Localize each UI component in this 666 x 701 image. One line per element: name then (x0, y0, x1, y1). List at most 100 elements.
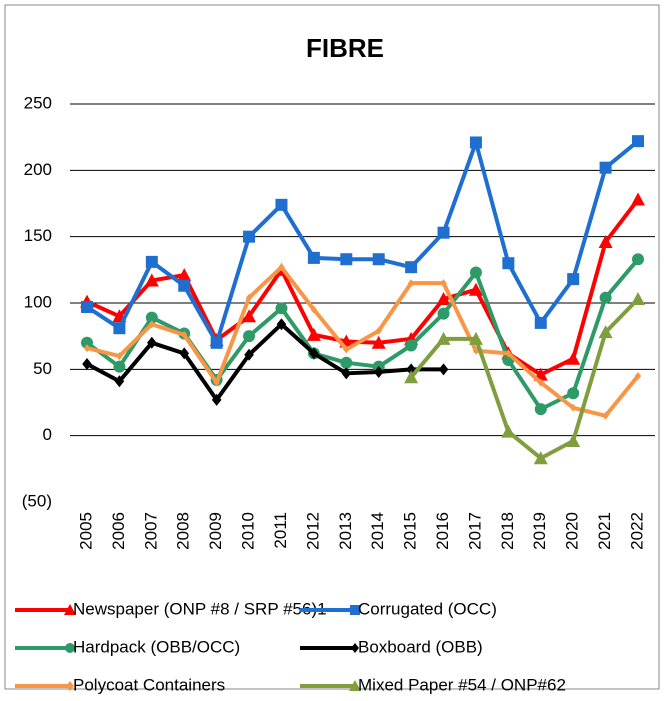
x-tick-label: 2017 (465, 512, 484, 550)
chart-title: FIBRE (306, 33, 384, 63)
marker (341, 367, 352, 380)
marker (468, 331, 483, 345)
marker (505, 349, 512, 358)
marker (468, 282, 483, 296)
marker (114, 375, 125, 388)
marker (349, 680, 361, 691)
marker (307, 251, 320, 264)
marker (469, 136, 482, 149)
marker (350, 605, 360, 615)
marker (81, 336, 93, 349)
marker (211, 393, 222, 406)
marker (343, 345, 350, 354)
marker (632, 135, 644, 148)
legend-label: Hardpack (OBB/OCC) (73, 637, 240, 656)
x-tick-label: 2008 (174, 512, 193, 550)
marker (113, 360, 126, 373)
marker (148, 320, 156, 329)
y-tick-label: (50) (22, 491, 52, 510)
marker (178, 279, 191, 292)
marker (213, 378, 220, 387)
marker (405, 339, 418, 352)
marker (631, 292, 645, 306)
marker (404, 370, 419, 384)
marker (145, 255, 158, 268)
marker (116, 352, 123, 361)
marker (243, 230, 256, 243)
marker (631, 192, 645, 206)
marker (278, 263, 285, 272)
marker (306, 327, 321, 341)
marker (534, 316, 547, 329)
y-tick-label: 50 (33, 359, 52, 378)
x-tick-label: 2018 (498, 512, 517, 550)
marker (533, 451, 548, 465)
x-tick-label: 2021 (595, 512, 614, 550)
marker (372, 253, 385, 266)
marker (598, 234, 613, 248)
marker (351, 643, 359, 653)
x-tick-label: 2019 (530, 512, 549, 550)
series-line (85, 257, 640, 412)
marker (567, 273, 580, 286)
legend-label: Mixed Paper #54 / ONP#62 (358, 675, 566, 694)
marker (440, 279, 447, 288)
marker (242, 309, 257, 323)
marker (177, 268, 192, 282)
x-tick-label: 2014 (368, 512, 387, 550)
y-tick-label: 250 (24, 93, 52, 112)
marker (537, 378, 544, 387)
marker (245, 293, 253, 302)
x-tick-label: 2015 (401, 512, 420, 550)
marker (501, 424, 516, 438)
x-tick-label: 2005 (76, 512, 95, 550)
legend-label: Boxboard (OBB) (358, 637, 483, 656)
marker (210, 336, 223, 349)
x-tick-label: 2010 (239, 512, 258, 550)
marker (407, 279, 415, 288)
marker (469, 266, 482, 279)
x-tick-label: 2012 (303, 512, 322, 550)
marker (276, 318, 287, 331)
marker (181, 330, 188, 339)
marker (634, 371, 642, 380)
legend-item: Polycoat Containers (15, 675, 225, 694)
x-tick-label: 2011 (271, 512, 290, 549)
marker (438, 363, 449, 376)
marker (275, 198, 288, 211)
marker (437, 226, 450, 239)
marker (437, 307, 450, 320)
x-tick-label: 2013 (336, 512, 355, 550)
legend-label: Polycoat Containers (73, 675, 225, 694)
y-tick-label: 200 (24, 160, 52, 179)
marker (436, 331, 451, 345)
marker (145, 311, 158, 324)
marker (375, 326, 382, 335)
marker (243, 330, 256, 343)
marker (144, 273, 159, 287)
x-tick-label: 2009 (206, 512, 225, 550)
marker (569, 403, 577, 412)
marker (65, 643, 75, 653)
marker (598, 325, 613, 339)
marker (436, 292, 451, 306)
marker (599, 291, 612, 304)
marker (310, 305, 318, 314)
marker (66, 681, 74, 691)
marker (82, 358, 92, 371)
marker (566, 351, 581, 365)
marker (632, 253, 644, 266)
marker (566, 433, 581, 447)
marker (83, 344, 91, 353)
marker (275, 302, 288, 315)
marker (371, 335, 386, 349)
chart-frame (4, 4, 660, 690)
marker (113, 322, 126, 335)
marker (405, 261, 418, 274)
series-line (86, 265, 640, 418)
marker (567, 387, 580, 400)
marker (373, 365, 384, 378)
x-tick-label: 2007 (141, 512, 160, 550)
x-tick-label: 2006 (109, 512, 128, 550)
marker (309, 347, 319, 360)
